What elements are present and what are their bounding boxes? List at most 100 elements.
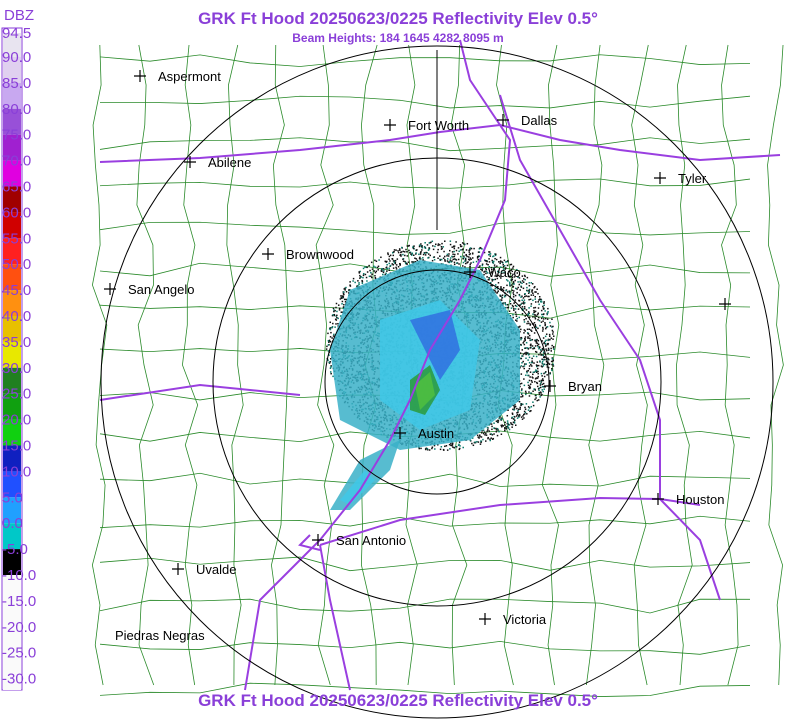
echo-speck — [526, 286, 528, 289]
echo-speck — [505, 426, 508, 428]
echo-speck — [392, 267, 395, 269]
echo-speck — [513, 276, 516, 278]
echo-speck — [526, 370, 528, 373]
echo-speck — [494, 275, 496, 277]
echo-speck — [506, 306, 508, 309]
echo-speck — [522, 301, 525, 303]
echo-speck — [496, 270, 499, 273]
echo-speck — [361, 280, 364, 283]
echo-speck — [425, 447, 428, 450]
echo-speck — [523, 417, 525, 419]
echo-speck — [519, 352, 522, 354]
echo-speck — [494, 291, 497, 293]
echo-speck — [407, 245, 410, 247]
echo-speck — [442, 257, 445, 259]
echo-speck — [388, 258, 390, 260]
echo-speck — [370, 276, 373, 279]
county-line — [767, 44, 784, 686]
echo-speck — [534, 389, 537, 391]
echo-speck — [397, 251, 400, 254]
echo-speck — [480, 441, 482, 444]
echo-speck — [522, 278, 525, 280]
echo-speck — [414, 257, 416, 259]
echo-speck — [446, 253, 449, 256]
echo-speck — [520, 343, 522, 346]
echo-speck — [469, 247, 471, 250]
echo-speck — [441, 242, 443, 245]
echo-speck — [518, 415, 520, 417]
echo-speck — [534, 380, 536, 383]
echo-speck — [493, 264, 496, 266]
echo-speck — [513, 416, 516, 418]
echo-speck — [524, 336, 527, 338]
echo-speck — [405, 248, 407, 251]
echo-speck — [551, 329, 554, 332]
echo-speck — [538, 392, 540, 394]
echo-speck — [531, 327, 534, 329]
echo-speck — [521, 306, 524, 308]
echo-speck — [335, 315, 337, 317]
echo-speck — [525, 341, 528, 344]
echo-speck — [515, 319, 517, 321]
echo-speck — [541, 362, 544, 364]
echo-speck — [488, 277, 491, 280]
echo-speck — [344, 301, 347, 303]
echo-speck — [548, 333, 551, 336]
echo-speck — [458, 250, 460, 253]
echo-speck — [402, 260, 405, 262]
echo-speck — [397, 250, 399, 252]
echo-speck — [526, 371, 528, 374]
echo-speck — [536, 365, 538, 368]
county-line — [99, 556, 751, 572]
echo-speck — [451, 444, 454, 446]
echo-speck — [521, 295, 523, 297]
echo-speck — [428, 248, 430, 251]
echo-speck — [335, 306, 337, 309]
echo-speck — [489, 438, 491, 440]
echo-speck — [391, 252, 394, 254]
echo-speck — [336, 316, 338, 319]
echo-speck — [507, 275, 510, 278]
echo-speck — [491, 278, 493, 281]
echo-speck — [550, 360, 553, 363]
echo-speck — [547, 361, 549, 363]
echo-speck — [395, 266, 397, 269]
echo-speck — [510, 423, 513, 425]
echo-speck — [413, 261, 415, 263]
echo-speck — [357, 280, 359, 282]
echo-speck — [547, 366, 550, 369]
echo-speck — [481, 263, 484, 265]
echo-speck — [512, 293, 515, 296]
echo-speck — [354, 281, 356, 284]
echo-speck — [528, 307, 530, 309]
echo-speck — [448, 261, 450, 264]
echo-speck — [481, 264, 484, 267]
echo-speck — [519, 406, 521, 409]
echo-speck — [527, 381, 529, 384]
echo-speck — [384, 260, 387, 263]
echo-speck — [485, 434, 488, 436]
echo-speck — [345, 290, 348, 293]
echo-speck — [494, 266, 496, 268]
echo-speck — [449, 240, 452, 242]
echo-speck — [550, 347, 552, 350]
echo-speck — [406, 245, 409, 247]
echo-speck — [532, 316, 534, 318]
echo-speck — [520, 285, 522, 287]
echo-speck — [515, 305, 518, 308]
echo-speck — [422, 253, 425, 256]
echo-speck — [534, 394, 537, 397]
echo-speck — [537, 388, 540, 390]
echo-speck — [517, 411, 519, 414]
echo-speck — [535, 355, 538, 358]
echo-speck — [497, 429, 499, 431]
echo-speck — [538, 295, 541, 298]
echo-speck — [343, 291, 345, 293]
echo-speck — [342, 307, 345, 310]
echo-speck — [532, 355, 535, 357]
echo-speck — [449, 249, 451, 252]
echo-speck — [542, 354, 544, 357]
echo-speck — [500, 277, 502, 279]
echo-speck — [508, 281, 511, 284]
echo-speck — [414, 261, 417, 263]
